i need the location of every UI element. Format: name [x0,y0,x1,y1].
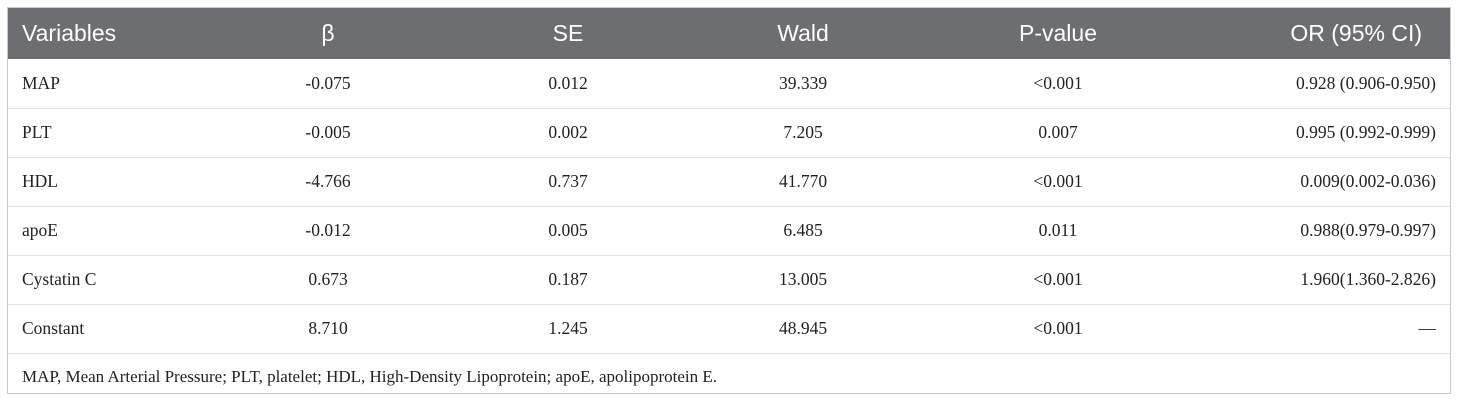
cell-beta: 8.710 [308,318,348,338]
cell-variable: MAP [22,72,60,93]
cell-or-ci: 0.009(0.002-0.036) [1300,171,1436,191]
header-beta: β [321,20,335,46]
cell-wald: 6.485 [783,220,823,240]
header-wald: Wald [777,20,829,46]
cell-p-value: <0.001 [1033,72,1083,93]
table-row: Cystatin C 0.673 0.187 13.005 <0.001 1.9… [8,255,1450,304]
cell-or-ci: 1.960(1.360-2.826) [1300,269,1436,289]
cell-wald: 48.945 [778,318,828,338]
cell-se: 1.245 [548,318,588,338]
cell-se: 0.737 [548,171,588,191]
cell-or-ci: 0.995 (0.992-0.999) [1296,122,1436,142]
header-row: Variables β SE Wald P-value OR (95% CI) [8,8,1450,59]
cell-variable: Constant [22,318,85,338]
table-row: MAP -0.075 0.012 39.339 <0.001 0.928 (0.… [8,59,1450,108]
cell-beta: -0.012 [305,220,351,240]
header-se: SE [552,20,584,46]
cell-or-ci: 0.928 (0.906-0.950) [1296,72,1436,93]
cell-p-value: 0.011 [1038,220,1078,240]
header-or-ci: OR (95% CI) [1290,20,1422,46]
cell-wald: 41.770 [778,171,828,191]
cell-p-value: <0.001 [1033,171,1083,191]
table-body: MAP -0.075 0.012 39.339 <0.001 0.928 (0.… [8,59,1450,353]
cell-or-ci: — [1418,318,1437,338]
table-row: Constant 8.710 1.245 48.945 <0.001 — [8,304,1450,353]
cell-se: 0.187 [548,269,588,289]
cell-beta: -4.766 [305,171,351,191]
cell-p-value: 0.007 [1038,122,1078,142]
header-p-value: P-value [1019,20,1097,46]
cell-se: 0.002 [548,122,588,142]
cell-variable: HDL [22,171,58,191]
cell-p-value: <0.001 [1033,318,1083,338]
cell-wald: 13.005 [778,269,828,289]
table-footnote: MAP, Mean Arterial Pressure; PLT, platel… [22,366,717,386]
regression-results-table: Variables β SE Wald P-value OR (95% CI) … [8,8,1450,354]
table-header: Variables β SE Wald P-value OR (95% CI) [8,8,1450,59]
cell-or-ci: 0.988(0.979-0.997) [1300,220,1436,240]
cell-wald: 39.339 [778,72,828,93]
table-row: HDL -4.766 0.737 41.770 <0.001 0.009(0.0… [8,157,1450,206]
table-row: PLT -0.005 0.002 7.205 0.007 0.995 (0.99… [8,108,1450,157]
results-table-container: Variables β SE Wald P-value OR (95% CI) … [7,7,1451,394]
cell-variable: Cystatin C [22,269,97,289]
cell-beta: -0.005 [305,122,351,142]
cell-se: 0.005 [548,220,588,240]
cell-wald: 7.205 [783,122,823,142]
cell-p-value: <0.001 [1033,269,1083,289]
table-row: apoE -0.012 0.005 6.485 0.011 0.988(0.97… [8,206,1450,255]
cell-variable: apoE [22,220,58,240]
cell-se: 0.012 [548,72,588,93]
cell-beta: 0.673 [308,269,348,289]
cell-variable: PLT [22,122,52,142]
header-variables: Variables [22,20,117,46]
cell-beta: -0.075 [305,72,351,93]
